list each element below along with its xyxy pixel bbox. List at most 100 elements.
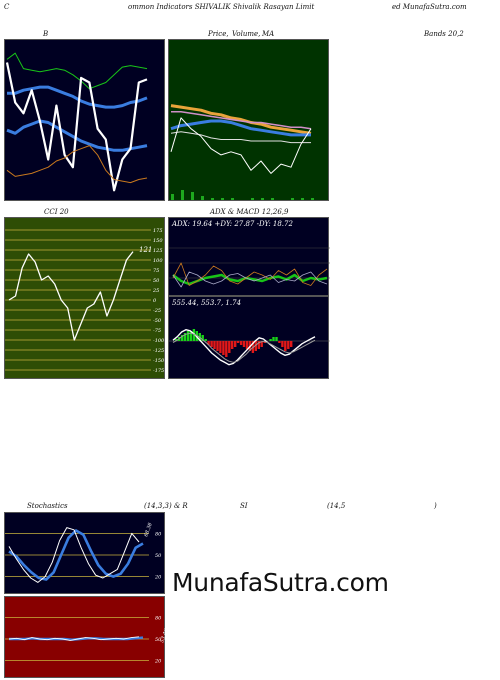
macd-panel: 555.44, 553.7, 1.74 xyxy=(168,296,330,379)
adx-chart xyxy=(169,247,330,288)
stoch-tick-label-1: 50 xyxy=(155,553,162,559)
macd-hist-bar-28 xyxy=(257,341,260,349)
adx-series-1 xyxy=(172,262,328,286)
macd-hist-bar-14 xyxy=(216,341,219,351)
macd-hist-bar-33 xyxy=(272,337,275,341)
pv-series-3 xyxy=(170,131,311,144)
macd-values: 555.44, 553.7, 1.74 xyxy=(172,299,242,307)
bb-series-0 xyxy=(6,52,148,90)
macd-series-1 xyxy=(172,332,316,363)
bollinger-chart xyxy=(5,52,148,192)
macd-hist-bar-34 xyxy=(275,337,278,341)
cci-chart: 175 150 125 100 75 50 25 0 -25 -50 -75 -100 -125 -150… xyxy=(5,228,165,374)
macd-hist-bar-16 xyxy=(222,341,225,355)
volume-bar-6 xyxy=(231,198,234,200)
watermark: MunafaSutra.com xyxy=(172,568,389,597)
volume-bar-3 xyxy=(201,196,204,200)
rsi-last-label: 53.46 xyxy=(159,627,166,643)
macd-hist-bar-23 xyxy=(242,341,246,347)
cci-line xyxy=(8,251,134,341)
macd-hist-bar-27 xyxy=(254,341,257,351)
macd-hist-bar-13 xyxy=(213,341,216,349)
bb-title-volume: Volume, xyxy=(232,30,261,38)
cci-tick-label-11: -100 xyxy=(153,338,165,344)
cci-tick-label-9: -50 xyxy=(153,318,162,324)
macd-hist-bar-5 xyxy=(189,331,193,341)
cci-tick-label-7: 0 xyxy=(153,298,157,304)
stoch-tick-label-2: 20 xyxy=(154,575,162,581)
volume-bar-5 xyxy=(221,198,224,200)
adx-series-2 xyxy=(172,271,328,288)
bb-series-3 xyxy=(5,62,148,192)
cci-tick-label-3: 100 xyxy=(153,258,163,264)
cci-tick-label-4: 75 xyxy=(153,268,159,274)
volume-bar-9 xyxy=(261,198,264,200)
cci-title: CCI 20 xyxy=(44,208,69,216)
bb-title-price: Price, xyxy=(208,30,229,38)
macd-hist-bar-9 xyxy=(201,335,204,341)
macd-hist-bar-18 xyxy=(228,341,231,353)
macd-hist-bar-24 xyxy=(245,341,249,349)
bb-series-1 xyxy=(7,85,148,109)
stoch-last-label: 68.38 xyxy=(143,522,154,538)
macd-hist-bar-38 xyxy=(287,341,290,349)
volume-bar-14 xyxy=(311,198,314,200)
bollinger-panel xyxy=(4,39,165,201)
rsi-tick-label-1: 50 xyxy=(155,637,162,643)
stochastics-panel: 80 50 20 68.38 xyxy=(4,512,165,594)
macd-hist-bar-19 xyxy=(231,341,234,349)
cci-tick-label-6: 25 xyxy=(152,288,159,294)
cci-tick-label-1: 150 xyxy=(153,238,163,244)
cci-tick-label-12: -125 xyxy=(153,348,164,354)
adx-title: ADX & MACD 12,26,9 xyxy=(210,208,289,216)
volume-bar-13 xyxy=(301,198,304,200)
cci-tick-label-13: -150 xyxy=(153,358,165,364)
cci-tick-label-14: -175 xyxy=(153,368,164,374)
volume-bar-2 xyxy=(191,192,194,200)
macd-hist-bar-11 xyxy=(207,341,210,345)
adx-values: ADX: 19.64 +DY: 27.87 -DY: 18.72 xyxy=(172,220,293,228)
header-site: ed MunafaSutra.com xyxy=(392,3,467,11)
macd-hist-bar-20 xyxy=(234,341,237,347)
bb-title-b: B xyxy=(43,30,49,38)
stoch-title: Stochastics xyxy=(27,502,68,510)
cci-tick-label-0: 175 xyxy=(153,228,163,234)
macd-hist-bar-29 xyxy=(260,341,263,347)
pv-series-2 xyxy=(170,119,311,137)
rsi-tick-label-2: 20 xyxy=(154,659,162,665)
bb-title-bands: Bands 20,2 xyxy=(424,30,464,38)
volume-bar-1 xyxy=(181,190,184,200)
rsi-params: (14,5 xyxy=(327,502,346,510)
macd-hist-bar-3 xyxy=(183,333,187,341)
stochastics-chart: 80 50 20 68.38 xyxy=(5,522,162,583)
macd-hist-bar-0 xyxy=(175,339,178,341)
macd-series-0 xyxy=(172,329,316,366)
macd-hist-bar-6 xyxy=(192,329,196,341)
cci-tick-label-5: 50 xyxy=(153,278,160,284)
volume-bar-12 xyxy=(291,198,294,200)
stoch-series-d xyxy=(8,529,144,581)
macd-hist-bar-36 xyxy=(281,341,284,347)
adx-panel: ADX: 19.64 +DY: 27.87 -DY: 18.72 xyxy=(168,217,330,296)
macd-hist-bar-4 xyxy=(186,331,190,341)
macd-hist-bar-15 xyxy=(219,341,222,353)
pv-series-1 xyxy=(171,111,312,130)
bb-title-ma: MA xyxy=(262,30,275,38)
stoch-params: (14,3,3) & R xyxy=(144,502,188,510)
header-title: ommon Indicators SHIVALIK Shivalik Rasay… xyxy=(128,3,315,11)
stoch-tick-label-0: 80 xyxy=(155,531,162,537)
price-ma-chart xyxy=(170,104,314,200)
volume-bar-0 xyxy=(171,194,174,200)
cci-last-label: 121 xyxy=(139,246,152,254)
macd-hist-bar-35 xyxy=(278,341,281,343)
header-left: C xyxy=(4,3,10,11)
volume-bar-10 xyxy=(271,198,274,200)
cci-tick-label-8: -25 xyxy=(153,308,161,314)
macd-hist-bar-17 xyxy=(225,341,228,357)
volume-bar-8 xyxy=(251,198,254,200)
volume-bar-4 xyxy=(211,198,214,200)
rsi-params-end: ) xyxy=(434,502,437,510)
macd-hist-bar-39 xyxy=(290,341,293,347)
cci-tick-label-2: 125 xyxy=(153,248,163,254)
macd-hist-bar-21 xyxy=(236,341,240,343)
